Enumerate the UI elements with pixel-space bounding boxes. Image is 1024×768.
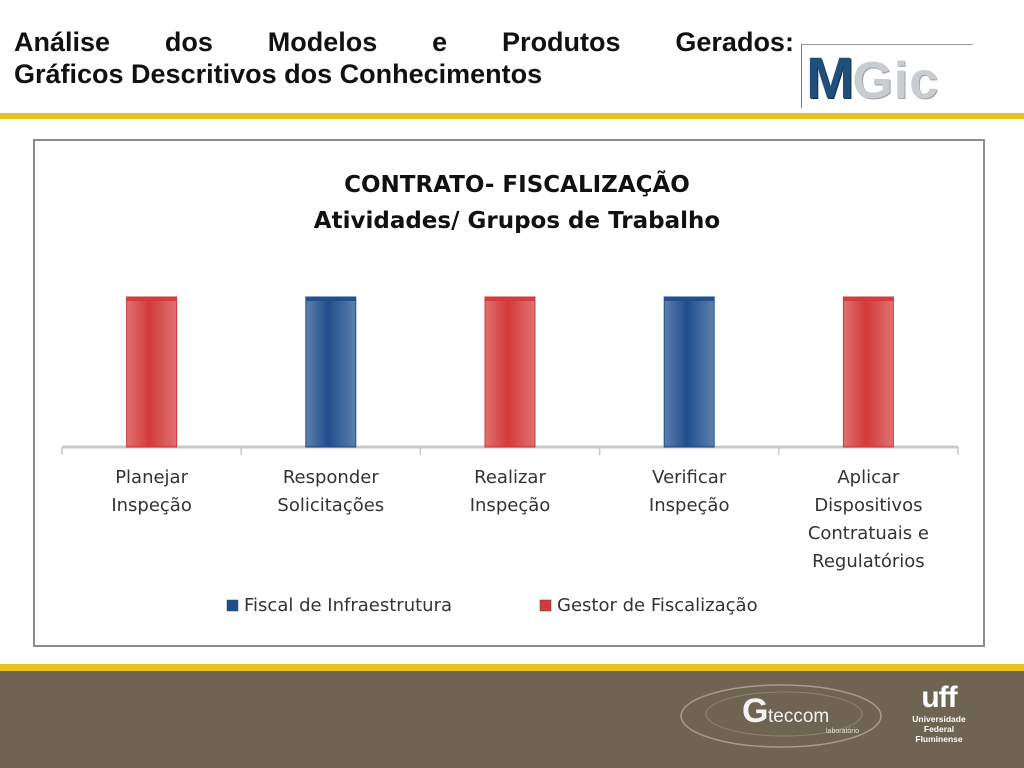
top-accent-bar (0, 113, 1024, 119)
uff-name-line: Federal (923, 724, 955, 734)
bar-cap (485, 297, 535, 301)
x-tick-label: Contratuais e (808, 523, 929, 544)
title-word: Modelos (267, 27, 378, 57)
mgic-logo-gic: Gic (852, 52, 940, 110)
uff-logo: uff Universidade Federal Fluminense (894, 682, 984, 758)
x-tick-label: Solicitações (277, 495, 384, 516)
x-tick-label: Responder (283, 467, 379, 488)
x-tick-label: Dispositivos (814, 495, 922, 516)
bar (126, 296, 178, 448)
title-word: e (432, 27, 448, 57)
gteccom-logo-g: G (742, 692, 768, 730)
bar-cap (664, 297, 715, 301)
gteccom-ring-icon (680, 684, 882, 748)
chart-title-line: CONTRATO- FISCALIZAÇÃO (344, 170, 690, 198)
gteccom-inner-ring-icon (705, 691, 863, 737)
x-tick-label: Inspeção (470, 495, 551, 516)
bar-cap (843, 297, 894, 301)
slide-title: Análise dos Modelos e Produtos Gerados: … (14, 26, 794, 90)
gteccom-logo-text: teccom (768, 706, 829, 727)
bar (663, 296, 715, 448)
title-word: Gerados: (675, 27, 794, 57)
footer-band (0, 671, 1024, 768)
title-word: Produtos (502, 27, 621, 57)
legend-label: Fiscal de Infraestrutura (244, 595, 452, 616)
bar-chart: CONTRATO- FISCALIZAÇÃO Atividades/ Grupos… (61, 170, 959, 616)
title-word: dos (164, 27, 213, 57)
x-tick-label: Inspeção (111, 495, 192, 516)
title-word: Análise (14, 27, 111, 57)
gteccom-logo: G teccom laboratório (680, 684, 882, 748)
mgic-logo: M Gic (801, 44, 973, 108)
bar (842, 296, 894, 448)
gteccom-logo-sub: laboratório (826, 728, 859, 735)
x-tick-label: Inspeção (649, 495, 730, 516)
bottom-accent-bar (0, 664, 1024, 671)
mgic-logo-m: M (806, 46, 854, 111)
uff-logo-mark: uff (921, 681, 957, 714)
legend-swatch (539, 599, 552, 612)
x-tick-label: Regulatórios (812, 551, 925, 572)
legend-swatch (226, 599, 239, 612)
bar-cap (126, 297, 177, 301)
uff-name-line: Universidade (912, 714, 966, 724)
x-tick-label: Realizar (474, 467, 546, 488)
x-tick-label: Verificar (652, 467, 727, 488)
bar-cap (305, 297, 356, 301)
slide-title-line1: Análise dos Modelos e Produtos Gerados: (14, 26, 794, 58)
x-tick-label: Aplicar (837, 467, 900, 488)
x-tick-label: Planejar (115, 467, 188, 488)
bar (484, 296, 536, 448)
chart-frame: CONTRATO- FISCALIZAÇÃO Atividades/ Grupos… (33, 139, 985, 647)
uff-name-line: Fluminense (915, 734, 963, 744)
chart-title-line: Atividades/ Grupos de Trabalho (314, 208, 720, 234)
slide-title-line2: Gráficos Descritivos dos Conhecimentos (14, 59, 543, 89)
legend-label: Gestor de Fiscalização (557, 595, 758, 616)
bar (305, 296, 357, 448)
